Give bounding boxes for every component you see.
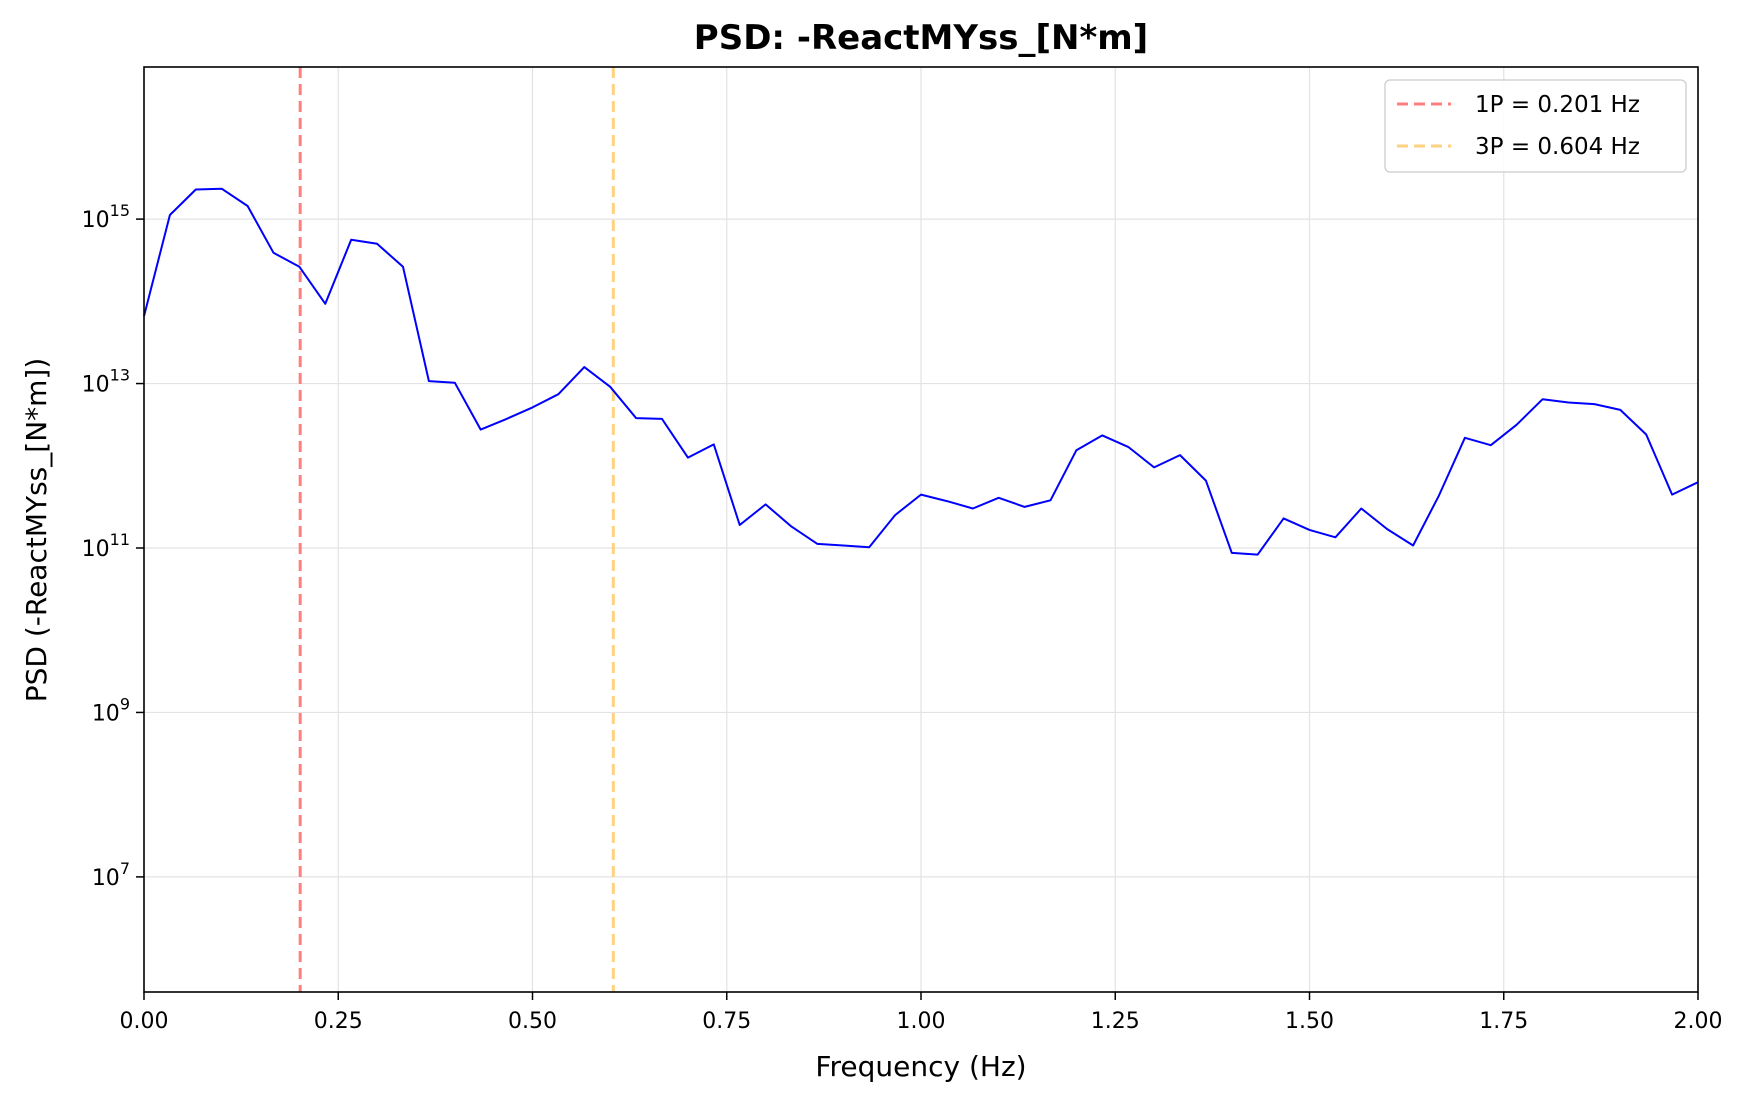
x-tick-label: 1.50 (1285, 1009, 1334, 1034)
reference-lines (298, 67, 615, 992)
y-tick-label: 107 (92, 859, 130, 891)
x-tick-label: 1.00 (897, 1009, 946, 1034)
legend-label-1p: 1P = 0.201 Hz (1475, 92, 1640, 118)
x-tick-label: 2.00 (1674, 1009, 1723, 1034)
x-ticks: 0.00 0.25 0.50 0.75 1.00 1.25 1.50 1.75 2.00 (120, 992, 1723, 1034)
x-tick-label: 0.00 (120, 1009, 169, 1034)
y-tick-label: 1015 (82, 201, 130, 233)
legend-label-3p: 3P = 0.604 Hz (1475, 134, 1640, 160)
x-axis-label: Frequency (Hz) (815, 1050, 1026, 1083)
x-tick-label: 0.50 (508, 1009, 557, 1034)
y-tick-label: 109 (92, 694, 130, 726)
chart-title: PSD: -ReactMYss_[N*m] (694, 18, 1148, 58)
series-lines (143, 187, 1699, 556)
y-tick-label: 1011 (82, 530, 130, 562)
legend: 1P = 0.201 Hz 3P = 0.604 Hz (1384, 79, 1687, 173)
y-tick-label: 1013 (82, 366, 130, 398)
x-tick-label: 0.25 (314, 1009, 363, 1034)
y-axis-label: PSD (-ReactMYss_[N*m]) (20, 358, 53, 703)
y-ticks: 107 109 1011 1013 1015 (82, 201, 144, 891)
x-tick-label: 1.25 (1091, 1009, 1140, 1034)
legend-box (1384, 79, 1687, 173)
x-tick-label: 1.75 (1479, 1009, 1528, 1034)
x-tick-label: 0.75 (702, 1009, 751, 1034)
psd-series-line (143, 187, 1699, 556)
